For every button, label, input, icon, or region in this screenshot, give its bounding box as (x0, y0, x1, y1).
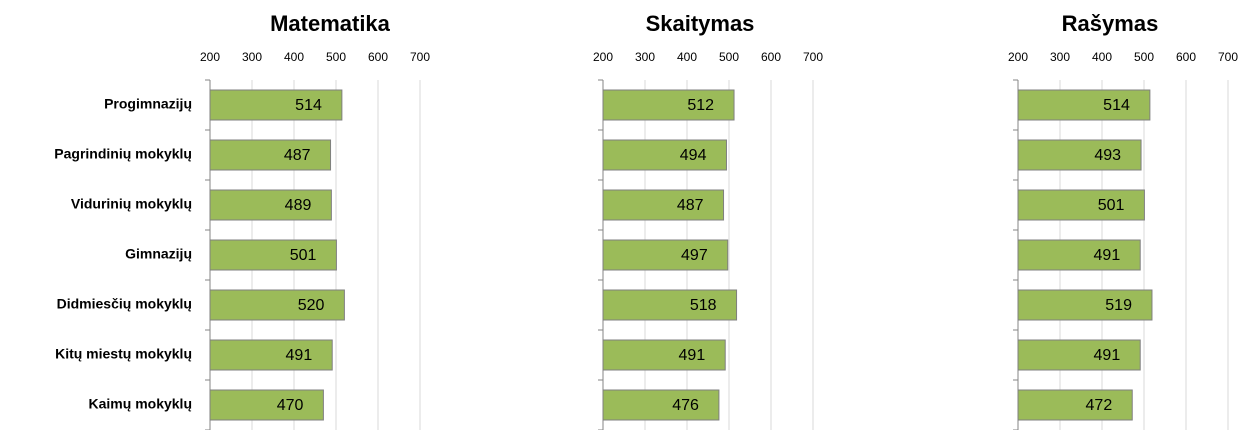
category-label: Gimnazijų (125, 246, 192, 262)
x-tick-label: 300 (635, 50, 655, 64)
value-label: 472 (1086, 397, 1113, 414)
value-label: 493 (1094, 147, 1121, 164)
value-label: 514 (1103, 97, 1130, 114)
value-label: 501 (1098, 197, 1125, 214)
bar (1017, 239, 1141, 271)
x-tick-label: 300 (1050, 50, 1070, 64)
x-tick-label: 400 (284, 50, 304, 64)
bar (602, 289, 738, 321)
value-label: 491 (1094, 247, 1121, 264)
bar (602, 339, 726, 371)
x-tick-label: 700 (410, 50, 430, 64)
value-label: 487 (284, 147, 311, 164)
bar (209, 289, 345, 321)
x-tick-label: 400 (677, 50, 697, 64)
bar (602, 89, 735, 121)
chart-title: Rašymas (1062, 11, 1159, 36)
value-label: 514 (295, 97, 322, 114)
bar (209, 339, 333, 371)
value-label: 497 (681, 247, 708, 264)
bar (1017, 339, 1141, 371)
bar (209, 139, 332, 171)
category-label: Kitų miestų mokyklų (55, 346, 192, 362)
x-tick-label: 600 (761, 50, 781, 64)
x-tick-label: 500 (326, 50, 346, 64)
x-tick-label: 700 (803, 50, 823, 64)
bar (1017, 139, 1142, 171)
bar (1017, 189, 1145, 221)
value-label: 489 (285, 197, 312, 214)
bar (602, 239, 729, 271)
bar (209, 389, 324, 421)
x-tick-label: 200 (200, 50, 220, 64)
value-label: 491 (286, 347, 313, 364)
bar (209, 239, 337, 271)
x-tick-label: 500 (1134, 50, 1154, 64)
value-label: 494 (680, 147, 707, 164)
value-label: 470 (277, 397, 304, 414)
bar (209, 189, 332, 221)
bar (602, 389, 720, 421)
category-label: Progimnazijų (104, 96, 192, 112)
x-tick-label: 400 (1092, 50, 1112, 64)
value-label: 487 (677, 197, 704, 214)
value-label: 512 (687, 97, 714, 114)
bar (602, 139, 727, 171)
value-label: 520 (298, 297, 325, 314)
category-label: Vidurinių mokyklų (71, 196, 192, 212)
x-tick-label: 500 (719, 50, 739, 64)
category-label: Kaimų mokyklų (89, 396, 192, 412)
value-label: 519 (1105, 297, 1132, 314)
chart-title: Skaitymas (646, 11, 755, 36)
value-label: 491 (679, 347, 706, 364)
category-label: Didmiesčių mokyklų (57, 296, 192, 312)
value-label: 501 (290, 247, 317, 264)
bar (1017, 289, 1153, 321)
x-tick-label: 200 (1008, 50, 1028, 64)
chart-title: Matematika (270, 11, 391, 36)
category-label: Pagrindinių mokyklų (54, 146, 192, 162)
x-tick-label: 700 (1218, 50, 1238, 64)
x-tick-label: 200 (593, 50, 613, 64)
bar (602, 189, 725, 221)
bar (1017, 89, 1151, 121)
x-tick-label: 600 (368, 50, 388, 64)
value-label: 491 (1094, 347, 1121, 364)
value-label: 518 (690, 297, 717, 314)
bar (209, 89, 343, 121)
x-tick-label: 600 (1176, 50, 1196, 64)
bar (1017, 389, 1133, 421)
value-label: 476 (672, 397, 699, 414)
x-tick-label: 300 (242, 50, 262, 64)
